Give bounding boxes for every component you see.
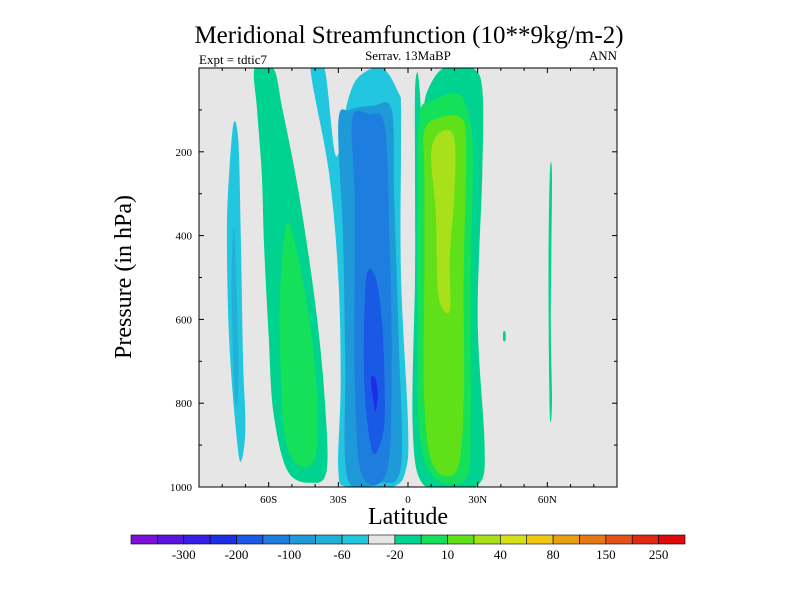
colorbar-swatch xyxy=(130,534,158,545)
center-string: Serrav. 13MaBP xyxy=(365,48,451,63)
colorbar-swatch xyxy=(500,534,528,545)
y-tick-label: 800 xyxy=(176,398,193,410)
x-tick-label: 60S xyxy=(260,494,277,506)
x-axis: 60S 30S 0 30N 60N xyxy=(221,68,595,506)
contour-nh-small-island xyxy=(502,330,506,342)
contour-nh-thin-streak xyxy=(548,161,553,423)
y-tick-label: 1000 xyxy=(170,482,193,494)
colorbar-label: 80 xyxy=(547,547,560,562)
y-axis-label: Pressure (in hPa) xyxy=(111,195,137,359)
left-string: Expt = tdtic7 xyxy=(199,52,267,67)
colorbar-swatch xyxy=(658,534,686,545)
colorbar-swatch xyxy=(315,534,343,545)
colorbar-swatch xyxy=(473,534,501,545)
x-tick-label: 30N xyxy=(468,494,487,506)
contour-regions xyxy=(226,68,553,487)
colorbar-swatch xyxy=(368,534,396,545)
colorbar-swatch xyxy=(157,534,185,545)
colorbar-label: -300 xyxy=(172,547,196,562)
colorbar-label: -20 xyxy=(386,547,403,562)
colorbar-label: 250 xyxy=(649,547,669,562)
colorbar-swatch xyxy=(288,534,316,545)
colorbar-swatch xyxy=(631,534,659,545)
colorbar-label: -60 xyxy=(333,547,350,562)
contour-sh-polar-negative-core xyxy=(231,227,239,408)
x-tick-label: 30S xyxy=(330,494,347,506)
y-tick-label: 400 xyxy=(176,231,193,243)
y-axis: 200 400 600 800 1000 xyxy=(170,109,617,494)
colorbar: -300 -200 -100 -60 -20 10 40 80 150 250 xyxy=(130,534,686,562)
chart-title: Meridional Streamfunction (10**9kg/m-2) xyxy=(194,22,623,49)
contour-nh-hadley-positive-core xyxy=(431,129,456,314)
contour-sh-hadley-negative-60 xyxy=(363,268,385,455)
colorbar-label: 150 xyxy=(596,547,616,562)
y-tick-label: 200 xyxy=(176,147,193,159)
colorbar-swatch xyxy=(341,534,369,545)
x-axis-label: Latitude xyxy=(368,504,448,530)
colorbar-swatch xyxy=(262,534,290,545)
colorbar-label: -200 xyxy=(225,547,249,562)
colorbar-swatch xyxy=(579,534,607,545)
right-string: ANN xyxy=(589,48,618,63)
colorbar-swatch xyxy=(420,534,448,545)
y-tick-label: 600 xyxy=(176,314,193,326)
colorbar-label: 10 xyxy=(441,547,454,562)
colorbar-swatch xyxy=(236,534,264,545)
colorbar-label: -100 xyxy=(277,547,301,562)
colorbar-swatch xyxy=(209,534,237,545)
x-tick-label: 0 xyxy=(405,494,411,506)
colorbar-swatch xyxy=(552,534,580,545)
colorbar-swatch xyxy=(183,534,211,545)
x-tick-label: 60N xyxy=(538,494,557,506)
colorbar-swatch xyxy=(447,534,475,545)
contour-sh-hadley-negative-core xyxy=(370,375,378,412)
contour-sh-ferrel-positive-core xyxy=(279,222,318,468)
colorbar-label: 40 xyxy=(494,547,507,562)
colorbar-swatch xyxy=(526,534,554,545)
colorbar-swatch xyxy=(394,534,422,545)
colorbar-swatch xyxy=(605,534,633,545)
